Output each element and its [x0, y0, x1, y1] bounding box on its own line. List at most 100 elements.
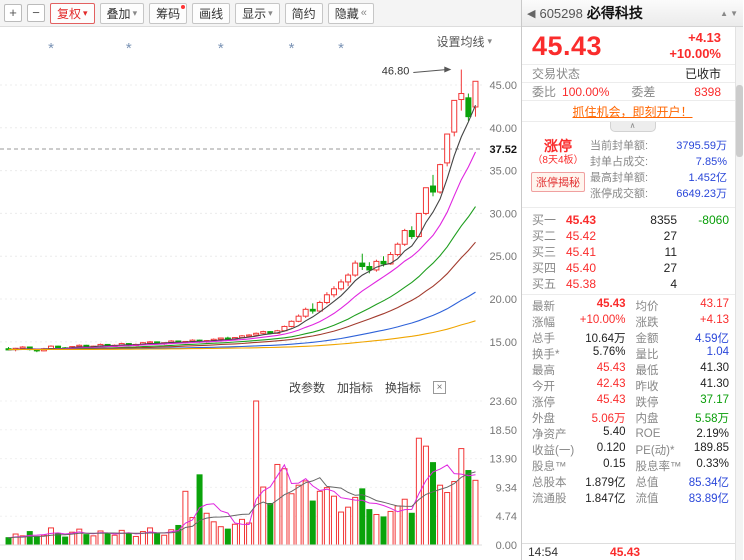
- next-stock-icon[interactable]: ▼: [730, 8, 738, 18]
- scrollbar-thumb[interactable]: [736, 85, 743, 157]
- stat-value: 189.85: [693, 442, 729, 454]
- stat-value: +10.00%: [579, 314, 626, 326]
- stat-pair: 量比 1.04: [636, 346, 730, 362]
- weicha-value: 8398: [694, 84, 721, 99]
- stat-value: 45.43: [596, 362, 626, 374]
- stat-row: 总股本 1.879亿 总值 85.34亿: [522, 474, 743, 490]
- promo-row: 抓住机会，即刻开户！: [522, 100, 743, 122]
- weibi-value: 100.00%: [562, 84, 610, 99]
- overlay-button[interactable]: 叠加 ▾: [99, 2, 145, 24]
- simple-mode-button[interactable]: 简约: [284, 2, 323, 24]
- stat-value: 0.15: [603, 458, 626, 470]
- stat-pair: 换手* 5.76%: [532, 346, 626, 362]
- switch-indicator-link[interactable]: 换指标: [384, 381, 421, 395]
- collapse-panel-button[interactable]: ∧: [609, 122, 656, 132]
- add-indicator-link[interactable]: 加指标: [336, 381, 373, 395]
- limit-up-stat-value: 6649.23万: [676, 188, 727, 200]
- stat-value: 0.120: [596, 442, 626, 454]
- stat-label: 股息率™: [635, 461, 682, 473]
- stat-pair: 外盘 5.06万: [532, 410, 626, 426]
- hide-toolbar-button[interactable]: 隐藏 «: [327, 2, 374, 24]
- trade-status-value: 已收市: [684, 67, 721, 81]
- stat-value: 45.43: [596, 298, 626, 310]
- back-arrow-icon[interactable]: ◀: [527, 7, 536, 20]
- bid-row[interactable]: 买五 45.38 4: [522, 275, 743, 292]
- collapse-left-icon: «: [360, 7, 367, 19]
- stat-pair: 总手 10.64万: [532, 330, 626, 346]
- limit-up-stat-row: 封单占成交: 7.85%: [590, 154, 727, 170]
- svg-text:*: *: [48, 40, 54, 57]
- stat-row: 今开 42.43 昨收 41.30: [522, 378, 743, 394]
- stat-label: 均价: [635, 301, 659, 313]
- zoom-out-button[interactable]: −: [27, 4, 45, 22]
- stat-label: 净资产: [532, 429, 567, 441]
- stat-pair: 涨停 45.43: [532, 394, 626, 410]
- close-indicator-icon[interactable]: ×: [433, 381, 446, 394]
- chevron-down-icon: ▾: [268, 7, 273, 18]
- bid-volume: 8355: [650, 212, 677, 227]
- bid-row[interactable]: 买三 45.41 11: [522, 243, 743, 260]
- svg-text:18.50: 18.50: [489, 425, 517, 437]
- stat-value: 5.76%: [592, 346, 626, 358]
- adjust-price-button[interactable]: 复权 ▾: [50, 2, 95, 24]
- stat-label: 跌停: [635, 397, 659, 409]
- bid-row[interactable]: 买一 45.43 8355 -8060: [522, 211, 743, 228]
- stat-label: PE(动)*: [635, 445, 675, 457]
- stat-value: 1.879亿: [585, 477, 626, 489]
- stat-label: 最新: [532, 301, 555, 313]
- stat-row: 外盘 5.06万 内盘 5.58万: [522, 410, 743, 426]
- stat-row: 涨停 45.43 跌停 37.17: [522, 394, 743, 410]
- hide-label: 隐藏: [334, 6, 359, 21]
- chips-label: 筹码: [156, 6, 181, 21]
- stat-label: 流值: [635, 493, 659, 505]
- stat-row: 换手* 5.76% 量比 1.04: [522, 346, 743, 362]
- chevron-down-icon: ▾: [132, 7, 138, 18]
- stat-label: 金额: [635, 333, 659, 345]
- limit-up-badge-title: 涨停: [544, 138, 572, 154]
- stat-row: 流通股 1.847亿 流值 83.89亿: [522, 490, 743, 506]
- ma-settings-label: 设置均线: [436, 35, 485, 49]
- display-button[interactable]: 显示 ▾: [235, 2, 280, 24]
- simple-mode-label: 简约: [291, 6, 316, 21]
- last-price: 45.43: [532, 30, 603, 61]
- prev-stock-icon[interactable]: ▲: [720, 8, 729, 18]
- new-feature-badge: [181, 4, 186, 9]
- limit-up-stat-value: 1.452亿: [688, 172, 727, 184]
- weibi-label: 委比: [532, 85, 557, 99]
- change-params-link[interactable]: 改参数: [288, 381, 325, 395]
- chips-button[interactable]: 筹码: [149, 2, 188, 24]
- limit-up-stat-value: 7.85%: [695, 156, 727, 168]
- panel-scrollbar[interactable]: [735, 27, 743, 560]
- svg-text:13.90: 13.90: [489, 454, 517, 466]
- bid-level-label: 买四: [532, 261, 557, 275]
- stat-label: 总股本: [532, 477, 567, 489]
- stat-label: 今开: [532, 381, 555, 393]
- last-tick-price: 45.43: [610, 545, 641, 559]
- stat-pair: 今开 42.43: [532, 378, 626, 394]
- zoom-in-button[interactable]: +: [4, 4, 22, 22]
- last-tick-time: 14:54: [528, 545, 559, 559]
- ma-settings-button[interactable]: 设置均线 ▾: [436, 33, 492, 50]
- price-block: 45.43 +4.13 +10.00%: [522, 27, 743, 64]
- chart-toolbar: + − 复权 ▾ 叠加 ▾ 筹码 画线 显示 ▾ 简约: [0, 0, 521, 27]
- limit-up-reveal-button[interactable]: 涨停揭秘: [531, 172, 585, 192]
- stat-label: 流通股: [532, 493, 567, 505]
- svg-text:20.00: 20.00: [489, 294, 517, 306]
- draw-line-button[interactable]: 画线: [192, 2, 231, 24]
- bid-price: 45.40: [566, 260, 597, 275]
- stat-label: 涨停: [532, 397, 555, 409]
- bid-row[interactable]: 买二 45.42 27: [522, 227, 743, 244]
- stat-pair: ROE 2.19%: [636, 428, 730, 440]
- adjust-price-label: 复权: [57, 6, 82, 21]
- stat-pair: 最新 45.43: [532, 298, 626, 314]
- kline-chart[interactable]: 45.00 40.00 35.00 30.00 25.00 20.00 15.00 37.52…: [0, 27, 522, 560]
- open-account-link[interactable]: 抓住机会，即刻开户！: [572, 104, 693, 119]
- stat-value: 1.04: [706, 346, 729, 358]
- stat-value: 2.19%: [696, 428, 729, 440]
- bid-row[interactable]: 买四 45.40 27: [522, 259, 743, 276]
- stat-label: 昨收: [635, 381, 659, 393]
- header-icons: ▲ ▼: [720, 9, 738, 18]
- bid-price: 45.38: [566, 276, 597, 291]
- svg-text:35.00: 35.00: [489, 166, 517, 178]
- stat-pair: 内盘 5.58万: [636, 410, 730, 426]
